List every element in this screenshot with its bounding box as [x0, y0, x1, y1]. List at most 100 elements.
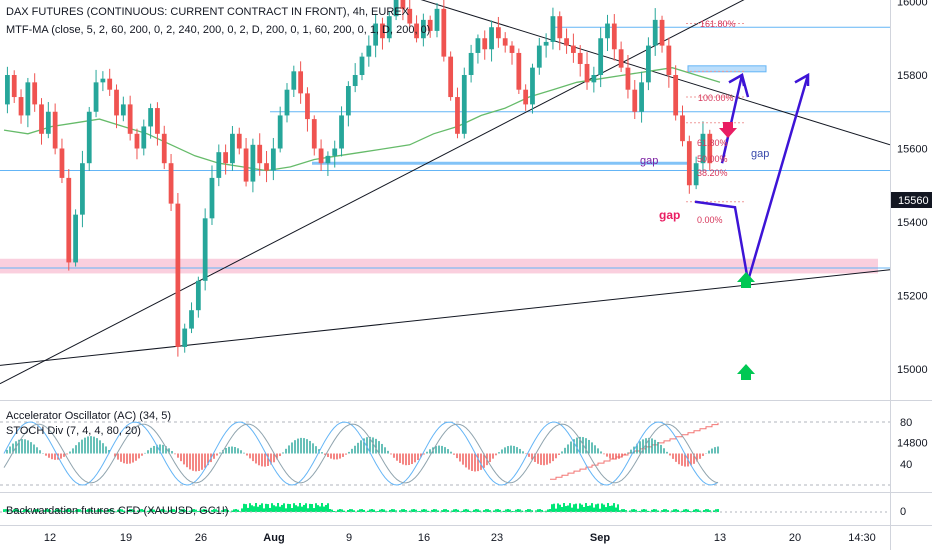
backwardation-pane[interactable] — [0, 492, 890, 525]
oscillator-pane[interactable] — [0, 400, 890, 492]
time-tick-label: Sep — [590, 532, 610, 544]
candle-body — [18, 97, 24, 116]
candle-body — [325, 155, 331, 164]
candle-body — [32, 82, 38, 105]
candle-body — [530, 67, 535, 105]
chart-title: DAX FUTURES (CONTINUOUS: CURRENT CONTRAC… — [6, 6, 410, 18]
candle-body — [305, 93, 310, 120]
candle-body — [318, 148, 324, 164]
candle-body — [461, 75, 467, 134]
time-tick-label: 9 — [346, 532, 352, 544]
candle-body — [577, 52, 583, 64]
stoch-d — [3, 423, 719, 484]
price-tick-label: 14800 — [897, 438, 928, 450]
candle-body — [352, 75, 358, 87]
candle-body — [141, 126, 147, 149]
candle-body — [625, 67, 631, 90]
oscillator-series — [0, 421, 890, 486]
candle-body — [257, 144, 263, 164]
candle-body — [339, 115, 344, 149]
candle-body — [277, 115, 283, 149]
price-axis[interactable]: 1480015000152001540015600158001600016200… — [897, 0, 928, 518]
candle-body — [639, 82, 644, 112]
price-tick-label: 16000 — [897, 0, 928, 9]
time-tick-label: 14:30 — [848, 532, 876, 544]
candle-body — [475, 38, 481, 53]
candle-body — [420, 19, 426, 39]
candle-body — [298, 71, 304, 94]
candle-body — [564, 38, 569, 46]
stoch-k — [3, 421, 719, 486]
price-tag-label: 15560 — [898, 195, 929, 207]
candle-body — [659, 19, 665, 46]
candle-body — [114, 89, 119, 116]
candle-body — [236, 133, 242, 149]
candle-body — [707, 133, 713, 164]
candle-body — [189, 310, 194, 329]
up-arrow — [737, 272, 755, 288]
up-arrow — [737, 364, 755, 380]
candle-body — [264, 163, 269, 171]
candle-body — [455, 97, 460, 134]
candle-body — [127, 104, 133, 134]
candle-body — [598, 38, 604, 75]
fib-label-618: 61.80% — [697, 138, 728, 148]
candle-body — [243, 148, 249, 182]
candle-body — [646, 45, 651, 83]
trendline-falling — [420, 0, 891, 146]
time-tick-label: 16 — [418, 532, 430, 544]
fib-label-0: 0.00% — [697, 215, 723, 225]
candle-body — [209, 177, 215, 219]
candle-body — [175, 203, 181, 347]
horizontal-levels — [0, 26, 890, 269]
candle-body — [332, 148, 338, 156]
candle-body — [155, 108, 160, 134]
time-tick-label: 19 — [120, 532, 132, 544]
candle-body — [250, 144, 256, 182]
candle-body — [223, 152, 229, 164]
candle-body — [11, 75, 17, 98]
candle-body — [148, 108, 153, 127]
main-pane[interactable] — [0, 0, 890, 400]
trendline-rising-upper — [0, 0, 745, 385]
candle-body — [345, 86, 351, 116]
candle-body — [495, 27, 501, 39]
price-tick-label: 15200 — [897, 291, 928, 303]
candle-body — [134, 133, 140, 149]
indicator-legend: MTF-MA (close, 5, 2, 60, 200, 0, 2, 240,… — [6, 24, 430, 36]
gap-annotation: gap — [751, 148, 769, 160]
time-tick-label: Aug — [263, 532, 284, 544]
candle-body — [366, 45, 372, 57]
candle-body — [571, 45, 576, 53]
candle-body — [407, 8, 413, 24]
candle-body — [311, 119, 317, 149]
candle-body — [448, 56, 454, 98]
candle-body — [52, 111, 58, 149]
candle-body — [93, 82, 99, 112]
candle-body — [59, 148, 65, 178]
price-tick-label: 15600 — [897, 144, 928, 156]
candle-body — [489, 27, 494, 50]
candle-body — [66, 177, 72, 263]
candle-body — [482, 38, 488, 50]
candle-body — [516, 52, 522, 90]
time-tick-label: 26 — [195, 532, 207, 544]
candle-body — [557, 16, 563, 39]
time-axis[interactable]: 12 19 26 Aug 9 16 23 Sep 13 20 14:30 — [44, 532, 876, 544]
price-tick-label: 15800 — [897, 70, 928, 82]
support-zone-band — [0, 258, 878, 274]
candle-body — [611, 23, 617, 50]
price-tick-label: 15400 — [897, 217, 928, 229]
price-tag — [891, 192, 932, 208]
candle-body — [693, 163, 699, 186]
candle-body — [652, 19, 658, 46]
candle-body — [543, 41, 549, 46]
arrowhead — [794, 72, 810, 87]
osc-tick-label: 40 — [900, 459, 912, 471]
fib-label-161: 161.80% — [700, 19, 736, 29]
projection-down-up — [694, 74, 810, 282]
candle-body — [686, 141, 692, 186]
candle-body — [73, 214, 78, 263]
candle-body — [591, 75, 597, 83]
